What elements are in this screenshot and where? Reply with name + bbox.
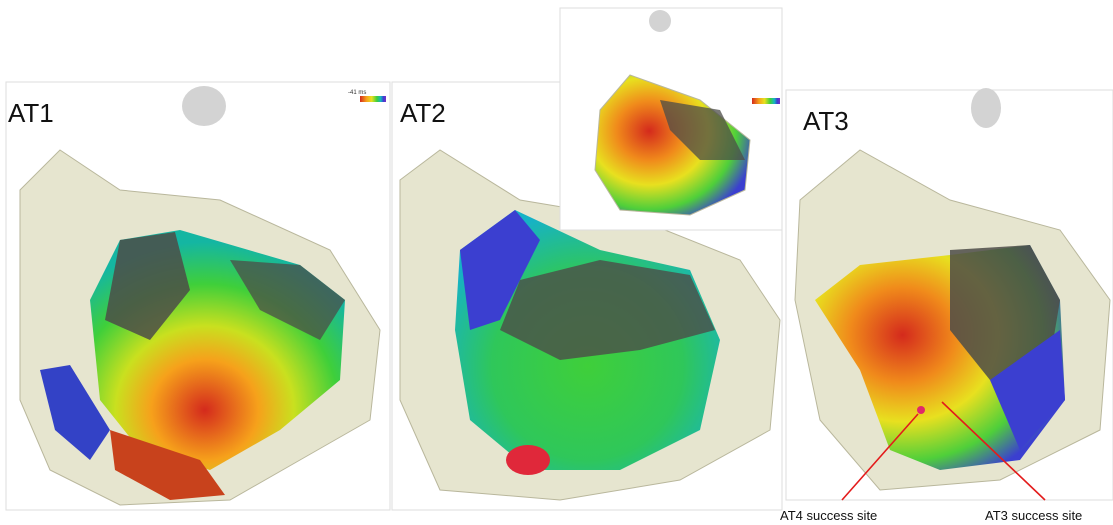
color-scale bbox=[752, 98, 780, 104]
panel-at2: AT2 bbox=[392, 8, 782, 510]
scale-label: -41 ms bbox=[348, 90, 366, 96]
orientation-marker bbox=[182, 86, 226, 126]
panel-label: AT2 bbox=[400, 98, 446, 128]
color-scale bbox=[360, 96, 386, 102]
panel-label: AT1 bbox=[8, 98, 54, 128]
panel-at3: AT3 AT4 success site AT3 success site bbox=[780, 88, 1113, 523]
ablation-site bbox=[917, 406, 925, 414]
panel-at1: -41 ms AT1 bbox=[6, 82, 390, 510]
orientation-marker bbox=[971, 88, 1001, 128]
annotation: AT4 success site bbox=[780, 508, 877, 523]
orientation-marker bbox=[649, 10, 671, 32]
annotation: AT3 success site bbox=[985, 508, 1082, 523]
figure: -41 ms AT1 AT2 AT3 AT4 succes bbox=[0, 0, 1113, 525]
vein-map bbox=[506, 445, 550, 475]
panel-label: AT3 bbox=[803, 106, 849, 136]
